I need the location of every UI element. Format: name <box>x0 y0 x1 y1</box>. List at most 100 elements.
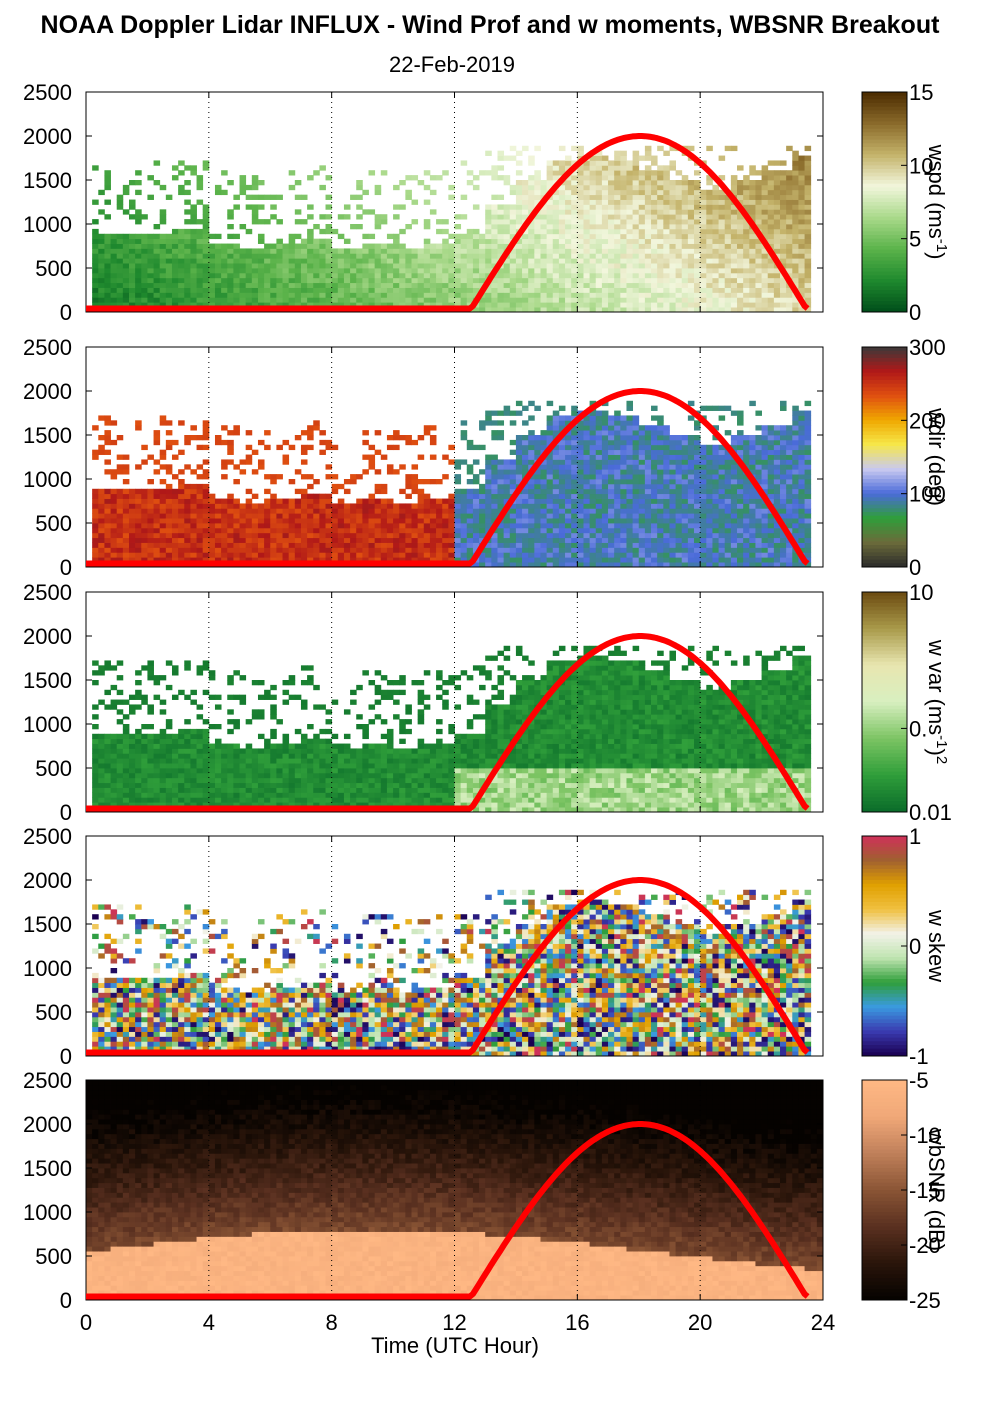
heatmap-cell <box>626 258 634 264</box>
heatmap-cell <box>233 272 240 279</box>
heatmap-cell <box>737 165 744 171</box>
heatmap-cell <box>669 238 676 244</box>
heatmap-cell <box>122 248 130 254</box>
heatmap-cell <box>595 155 603 161</box>
heatmap-cell <box>626 488 634 495</box>
heatmap-cell <box>405 439 412 446</box>
heatmap-cell <box>663 508 670 514</box>
heatmap-cell <box>141 214 148 220</box>
heatmap-cell <box>755 258 762 264</box>
heatmap-cell <box>755 180 762 186</box>
heatmap-cell <box>792 238 799 244</box>
heatmap-cell <box>540 435 548 441</box>
heatmap-cell <box>276 503 283 509</box>
heatmap-cell <box>337 513 345 519</box>
heatmap-cell <box>319 503 326 509</box>
heatmap-cell <box>233 523 240 529</box>
heatmap-cell <box>540 268 548 274</box>
heatmap-cell <box>454 532 462 539</box>
heatmap-cell <box>307 282 314 288</box>
heatmap-cell <box>595 420 603 426</box>
heatmap-cell <box>638 552 646 558</box>
heatmap-cell <box>681 189 689 196</box>
heatmap-cell <box>264 547 271 553</box>
heatmap-cell <box>393 542 400 548</box>
heatmap-cell <box>190 209 197 215</box>
heatmap-cell <box>350 527 357 534</box>
heatmap-cell <box>558 214 566 220</box>
heatmap-cell <box>270 282 277 288</box>
heatmap-cell <box>178 228 185 235</box>
heatmap-cell <box>153 248 161 254</box>
heatmap-cell <box>583 542 591 548</box>
heatmap-cell <box>331 488 339 495</box>
heatmap-cell <box>644 170 652 176</box>
heatmap-cell <box>356 224 363 230</box>
heatmap-cell <box>589 459 597 465</box>
heatmap-cell <box>485 459 492 465</box>
heatmap-cell <box>190 219 197 225</box>
heatmap-cell <box>687 268 695 274</box>
heatmap-cell <box>509 508 517 514</box>
heatmap-cell <box>159 498 167 504</box>
heatmap-cell <box>706 189 713 196</box>
heatmap-cell <box>110 537 118 543</box>
heatmap-cell <box>644 277 652 284</box>
heatmap-cell <box>429 268 437 274</box>
heatmap-cell <box>694 272 701 279</box>
heatmap-cell <box>595 518 603 524</box>
heatmap-cell <box>356 268 363 274</box>
heatmap-cell <box>233 194 240 200</box>
heatmap-cell <box>522 547 529 553</box>
heatmap-cell <box>657 263 664 269</box>
heatmap-cell <box>503 405 511 411</box>
heatmap-cell <box>565 204 572 210</box>
heatmap-cell <box>104 547 111 553</box>
heatmap-cell <box>509 155 517 161</box>
heatmap-cell <box>571 228 578 235</box>
heatmap-cell <box>380 523 388 529</box>
heatmap-cell <box>208 503 216 509</box>
heatmap-cell <box>190 508 197 514</box>
heatmap-cell <box>644 272 652 279</box>
heatmap-cell <box>546 204 554 210</box>
colorbar-step <box>862 165 907 170</box>
heatmap-cell <box>472 523 480 529</box>
heatmap-cell <box>479 307 486 313</box>
heatmap-cell <box>466 508 474 514</box>
heatmap-cell <box>595 268 603 274</box>
heatmap-cell <box>350 248 357 254</box>
heatmap-cell <box>614 199 621 205</box>
heatmap-cell <box>171 228 179 235</box>
heatmap-cell <box>589 219 597 225</box>
heatmap-cell <box>694 199 701 205</box>
heatmap-cell <box>651 258 658 264</box>
heatmap-cell <box>743 238 750 244</box>
heatmap-cell <box>264 444 271 451</box>
heatmap-cell <box>663 272 670 279</box>
heatmap-cell <box>442 518 449 524</box>
heatmap-cell <box>135 170 142 176</box>
heatmap-cell <box>681 199 689 205</box>
heatmap-cell <box>669 454 676 460</box>
heatmap-cell <box>614 248 621 254</box>
heatmap-cell <box>614 464 621 470</box>
heatmap-cell <box>786 145 793 152</box>
heatmap-cell <box>196 184 204 191</box>
heatmap-cell <box>362 547 369 553</box>
heatmap-cell <box>601 518 609 524</box>
heatmap-cell <box>178 160 185 166</box>
heatmap-cell <box>325 253 333 259</box>
heatmap-cell <box>442 532 449 539</box>
heatmap-cell <box>491 228 498 235</box>
heatmap-cell <box>393 508 400 514</box>
heatmap-cell <box>583 263 591 269</box>
heatmap-cell <box>571 263 578 269</box>
heatmap-cell <box>718 209 726 215</box>
heatmap-cell <box>571 272 578 279</box>
heatmap-cell <box>657 464 664 470</box>
heatmap-cell <box>663 292 670 298</box>
heatmap-cell <box>116 493 124 499</box>
heatmap-cell <box>294 302 302 308</box>
heatmap-cell <box>178 503 185 509</box>
